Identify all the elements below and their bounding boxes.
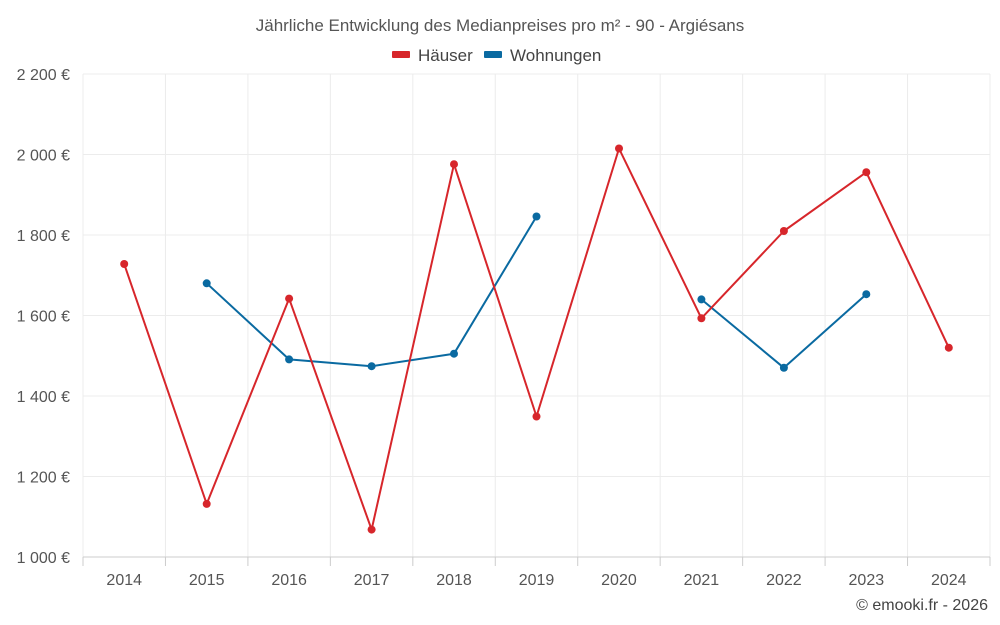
x-tick-label: 2024 [931,572,967,589]
x-tick-label: 2015 [189,572,225,589]
data-point-hauser-2015[interactable] [202,499,211,508]
data-point-hauser-2018[interactable] [450,160,458,169]
y-tick-label: 1 000 € [17,550,70,567]
data-point-wohnungen-2021[interactable] [697,295,706,304]
data-point-wohnungen-2018[interactable] [450,349,458,358]
data-point-wohnungen-2022[interactable] [779,363,788,372]
data-point-hauser-2020[interactable] [615,144,623,153]
x-tick-label: 2018 [436,572,472,589]
data-point-hauser-2019[interactable] [532,412,541,421]
data-point-wohnungen-2017[interactable] [367,362,376,371]
chart-credit: © emooki.fr - 2026 [856,597,988,614]
x-axis-labels: 2014 2015 2016 2017 2018 2019 2020 2021 2022 2023… [106,572,966,589]
legend-swatch-hauser [392,51,410,58]
x-tick-label: 2016 [271,572,307,589]
x-gridlines [82,74,991,557]
x-tick-label: 2020 [601,572,637,589]
data-point-wohnungen-2019[interactable] [532,212,541,221]
series-points [120,144,953,534]
data-point-wohnungen-2015[interactable] [202,279,211,288]
data-point-hauser-2014[interactable] [120,260,129,268]
data-point-hauser-2016[interactable] [285,294,294,303]
x-tick-label: 2023 [849,572,885,589]
data-point-hauser-2024[interactable] [944,343,953,352]
y-tick-label: 1 200 € [17,470,70,487]
y-tick-label: 2 000 € [17,148,70,165]
x-tick-label: 2021 [684,572,720,589]
y-tick-label: 1 400 € [17,389,70,406]
x-tick-label: 2014 [106,572,142,589]
y-axis-labels: 1 000 € 1 200 € 1 400 € 1 600 € 1 800 € 2 000… [17,67,70,567]
x-tick-label: 2017 [354,572,390,589]
legend-label-wohnungen[interactable]: Wohnungen [510,46,601,65]
x-tick-label: 2019 [519,572,555,589]
legend-swatch-wohnungen [484,51,502,58]
data-point-wohnungen-2023[interactable] [862,290,871,299]
y-gridlines [83,73,990,477]
data-point-hauser-2021[interactable] [697,314,706,323]
y-tick-label: 2 200 € [17,67,70,84]
x-axis [82,556,991,566]
data-point-hauser-2017[interactable] [367,525,376,534]
legend: Häuser Wohnungen [392,46,601,65]
legend-label-hauser[interactable]: Häuser [418,46,473,65]
data-point-hauser-2023[interactable] [862,168,871,177]
data-point-wohnungen-2016[interactable] [285,355,294,364]
y-tick-label: 1 600 € [17,309,70,326]
x-tick-label: 2022 [766,572,802,589]
y-tick-label: 1 800 € [17,228,70,245]
chart-title: Jährliche Entwicklung des Medianpreises … [256,16,745,35]
data-point-hauser-2022[interactable] [779,227,788,235]
